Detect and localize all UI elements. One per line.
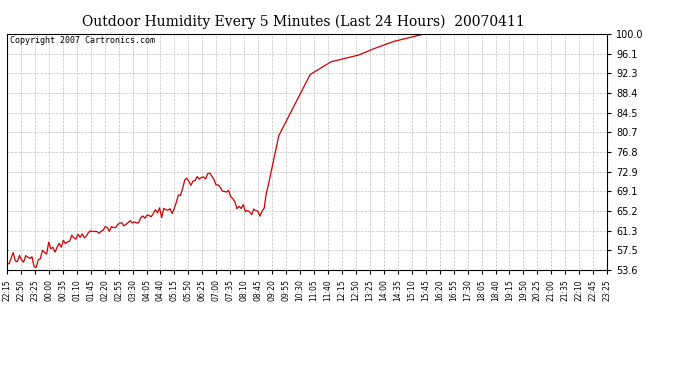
Text: Copyright 2007 Cartronics.com: Copyright 2007 Cartronics.com (10, 36, 155, 45)
Text: Outdoor Humidity Every 5 Minutes (Last 24 Hours)  20070411: Outdoor Humidity Every 5 Minutes (Last 2… (82, 15, 525, 29)
